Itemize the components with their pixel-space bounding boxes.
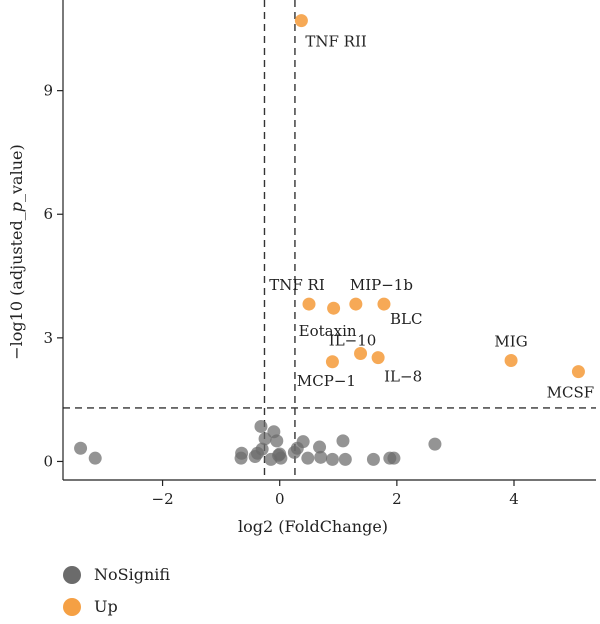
nosignifi-point <box>258 432 272 446</box>
data-points <box>74 14 585 466</box>
nosignifi-point <box>428 437 442 451</box>
nosignifi-point <box>338 452 352 466</box>
x-tick-label: 0 <box>275 490 285 508</box>
up-point <box>325 355 339 369</box>
y-axis-title: −log10 (adjusted_p_value) <box>7 144 26 359</box>
point-label: Eotaxin <box>299 322 357 340</box>
nosignifi-point <box>301 451 315 465</box>
y-tick-label: 9 <box>43 82 53 100</box>
nosignifi-point <box>255 442 269 456</box>
nosignifi-point <box>254 419 268 433</box>
point-label: IL−10 <box>329 332 377 350</box>
nosignifi-point <box>270 434 284 448</box>
legend-marker-nosignifi <box>63 566 81 584</box>
up-point <box>371 351 385 365</box>
nosignifi-point <box>336 434 350 448</box>
axes: −2 0 2 4 0 3 6 9 <box>43 0 596 508</box>
y-axis-title-part-1: −log10 (adjusted_ <box>7 212 26 359</box>
nosignifi-point <box>366 452 380 466</box>
point-label: MCSF <box>547 384 595 402</box>
y-tick-label: 0 <box>43 452 53 470</box>
x-axis-title: log2 (FoldChange) <box>238 517 388 536</box>
up-point <box>571 365 585 379</box>
y-tick-label: 3 <box>43 329 53 347</box>
up-point <box>504 354 518 368</box>
legend: NoSignifi Up <box>63 565 170 616</box>
nosignifi-point <box>296 435 310 449</box>
up-point <box>349 297 363 311</box>
up-point <box>294 14 308 28</box>
up-point <box>302 297 316 311</box>
y-axis-title-part-2: p <box>7 202 26 212</box>
point-label: MCP−1 <box>297 372 356 390</box>
y-axis-title-part-3: _value) <box>7 144 26 202</box>
nosignifi-point <box>274 451 288 465</box>
nosignifi-point <box>325 452 339 466</box>
point-labels: TNF RII TNF RI Eotaxin MIP−1b BLC IL−10 IL−8 MC… <box>269 33 594 402</box>
nosignifi-point <box>313 440 327 454</box>
point-label: MIG <box>494 333 527 351</box>
up-point <box>377 297 391 311</box>
point-label: IL−8 <box>384 368 422 386</box>
up-point <box>354 347 368 361</box>
point-label: TNF RII <box>305 33 367 51</box>
legend-label-up: Up <box>94 597 118 616</box>
nosignifi-point <box>88 451 102 465</box>
legend-marker-up <box>63 598 81 616</box>
threshold-lines <box>63 0 596 480</box>
nosignifi-point <box>387 451 401 465</box>
x-tick-label: −2 <box>152 490 174 508</box>
nosignifi-point <box>235 446 249 460</box>
point-label: TNF RI <box>269 276 325 294</box>
legend-label-nosignifi: NoSignifi <box>94 565 170 584</box>
nosignifi-point <box>314 450 328 464</box>
x-tick-label: 2 <box>392 490 402 508</box>
point-label: MIP−1b <box>350 276 413 294</box>
y-tick-label: 6 <box>43 205 53 223</box>
point-label: BLC <box>390 310 422 328</box>
nosignifi-point <box>74 441 88 455</box>
up-point <box>327 301 341 315</box>
x-tick-label: 4 <box>509 490 519 508</box>
